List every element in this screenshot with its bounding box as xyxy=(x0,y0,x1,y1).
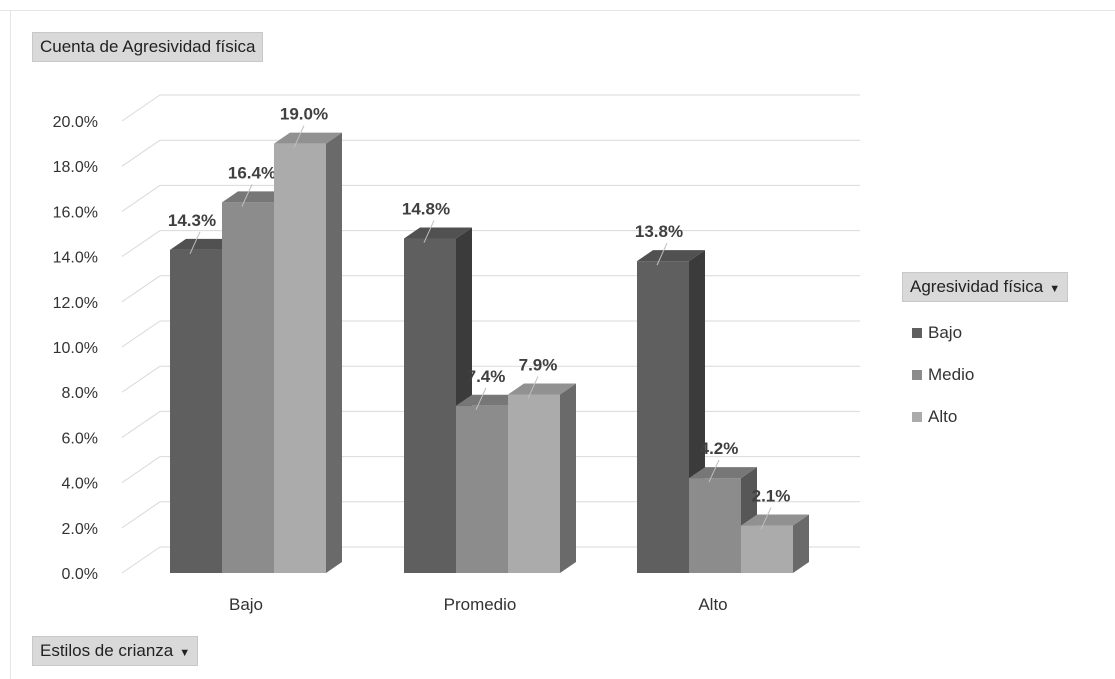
legend-label: Alto xyxy=(928,407,958,426)
y-tick-label: 14.0% xyxy=(53,250,98,267)
data-label: 16.4% xyxy=(228,163,276,182)
y-tick-label: 2.0% xyxy=(62,521,98,538)
bar-top xyxy=(689,467,757,479)
legend-field-label: Agresividad física xyxy=(910,277,1044,296)
legend-field-button[interactable]: Agresividad física ▼ xyxy=(902,272,1069,302)
legend-dropdown-icon[interactable]: ▼ xyxy=(1049,283,1061,295)
gridline-depth xyxy=(121,365,161,393)
gridline-depth xyxy=(121,320,161,348)
bar-top xyxy=(508,383,576,395)
chart-frame-top-border xyxy=(0,10,1115,11)
data-label: 13.8% xyxy=(635,222,683,241)
y-tick-label: 10.0% xyxy=(53,340,98,357)
bar-top xyxy=(274,132,342,144)
data-label: 7.9% xyxy=(519,355,558,374)
bar xyxy=(637,261,689,573)
legend-swatch xyxy=(912,412,922,422)
bar-top xyxy=(404,227,472,239)
y-tick-label: 6.0% xyxy=(62,430,98,447)
legend-label: Medio xyxy=(928,365,975,384)
y-tick-label: 20.0% xyxy=(53,114,98,131)
data-label-leader xyxy=(475,387,487,410)
data-label-leader xyxy=(708,459,720,483)
gridline-depth xyxy=(121,275,161,303)
bar xyxy=(689,478,741,573)
value-field-button[interactable]: Cuenta de Agresividad física xyxy=(32,32,264,62)
axis-dropdown-icon[interactable]: ▼ xyxy=(179,647,191,659)
bar xyxy=(170,249,222,573)
y-tick-label: 16.0% xyxy=(53,204,98,221)
legend-label: Bajo xyxy=(928,323,963,342)
bar-top xyxy=(170,238,238,250)
bar-side xyxy=(326,132,342,573)
bar-top xyxy=(637,250,705,262)
legend-item: Bajo xyxy=(912,312,974,354)
data-label-leader xyxy=(423,220,435,243)
data-label: 2.1% xyxy=(752,487,791,506)
legend: Bajo Medio Alto xyxy=(912,312,974,438)
gridline-depth xyxy=(121,94,161,122)
y-tick-label: 12.0% xyxy=(53,295,98,312)
bar-side xyxy=(560,383,576,573)
gridline-depth xyxy=(121,456,161,484)
data-label-leader xyxy=(293,125,305,148)
data-label-leader xyxy=(760,507,772,530)
bar xyxy=(404,238,456,573)
data-label: 14.8% xyxy=(402,200,450,219)
gridline-depth xyxy=(121,230,161,258)
x-tick-label: Promedio xyxy=(444,595,517,614)
bar-side xyxy=(793,514,809,573)
data-label: 4.2% xyxy=(700,439,739,458)
bar xyxy=(456,405,508,573)
bar xyxy=(741,525,793,573)
gridline-depth xyxy=(121,410,161,438)
y-tick-label: 0.0% xyxy=(62,566,98,583)
data-label: 14.3% xyxy=(168,211,216,230)
legend-swatch xyxy=(912,328,922,338)
y-tick-label: 4.0% xyxy=(62,476,98,493)
data-label: 7.4% xyxy=(467,367,506,386)
data-label-leader xyxy=(656,242,668,266)
legend-item: Alto xyxy=(912,396,974,438)
bar xyxy=(274,143,326,573)
x-tick-label: Alto xyxy=(698,595,727,614)
legend-swatch xyxy=(912,370,922,380)
bar xyxy=(222,202,274,574)
data-label-leader xyxy=(189,231,201,255)
value-field-label: Cuenta de Agresividad física xyxy=(40,37,256,56)
gridline-depth xyxy=(121,546,161,574)
gridline-depth xyxy=(121,501,161,529)
chart-frame-left-border xyxy=(10,10,11,679)
data-label-leader xyxy=(527,376,539,399)
legend-item: Medio xyxy=(912,354,974,396)
y-tick-label: 8.0% xyxy=(62,385,98,402)
data-label-leader xyxy=(241,184,253,207)
axis-field-label: Estilos de crianza xyxy=(40,641,174,660)
bar-top xyxy=(456,394,524,406)
bar-top xyxy=(222,191,290,203)
bar-top xyxy=(741,514,809,526)
axis-field-button[interactable]: Estilos de crianza ▼ xyxy=(32,636,199,666)
x-tick-label: Bajo xyxy=(229,595,263,614)
gridline-depth xyxy=(121,184,161,212)
y-tick-label: 18.0% xyxy=(53,159,98,176)
data-label: 19.0% xyxy=(280,105,328,124)
bar xyxy=(508,394,560,573)
gridline-depth xyxy=(121,139,161,167)
